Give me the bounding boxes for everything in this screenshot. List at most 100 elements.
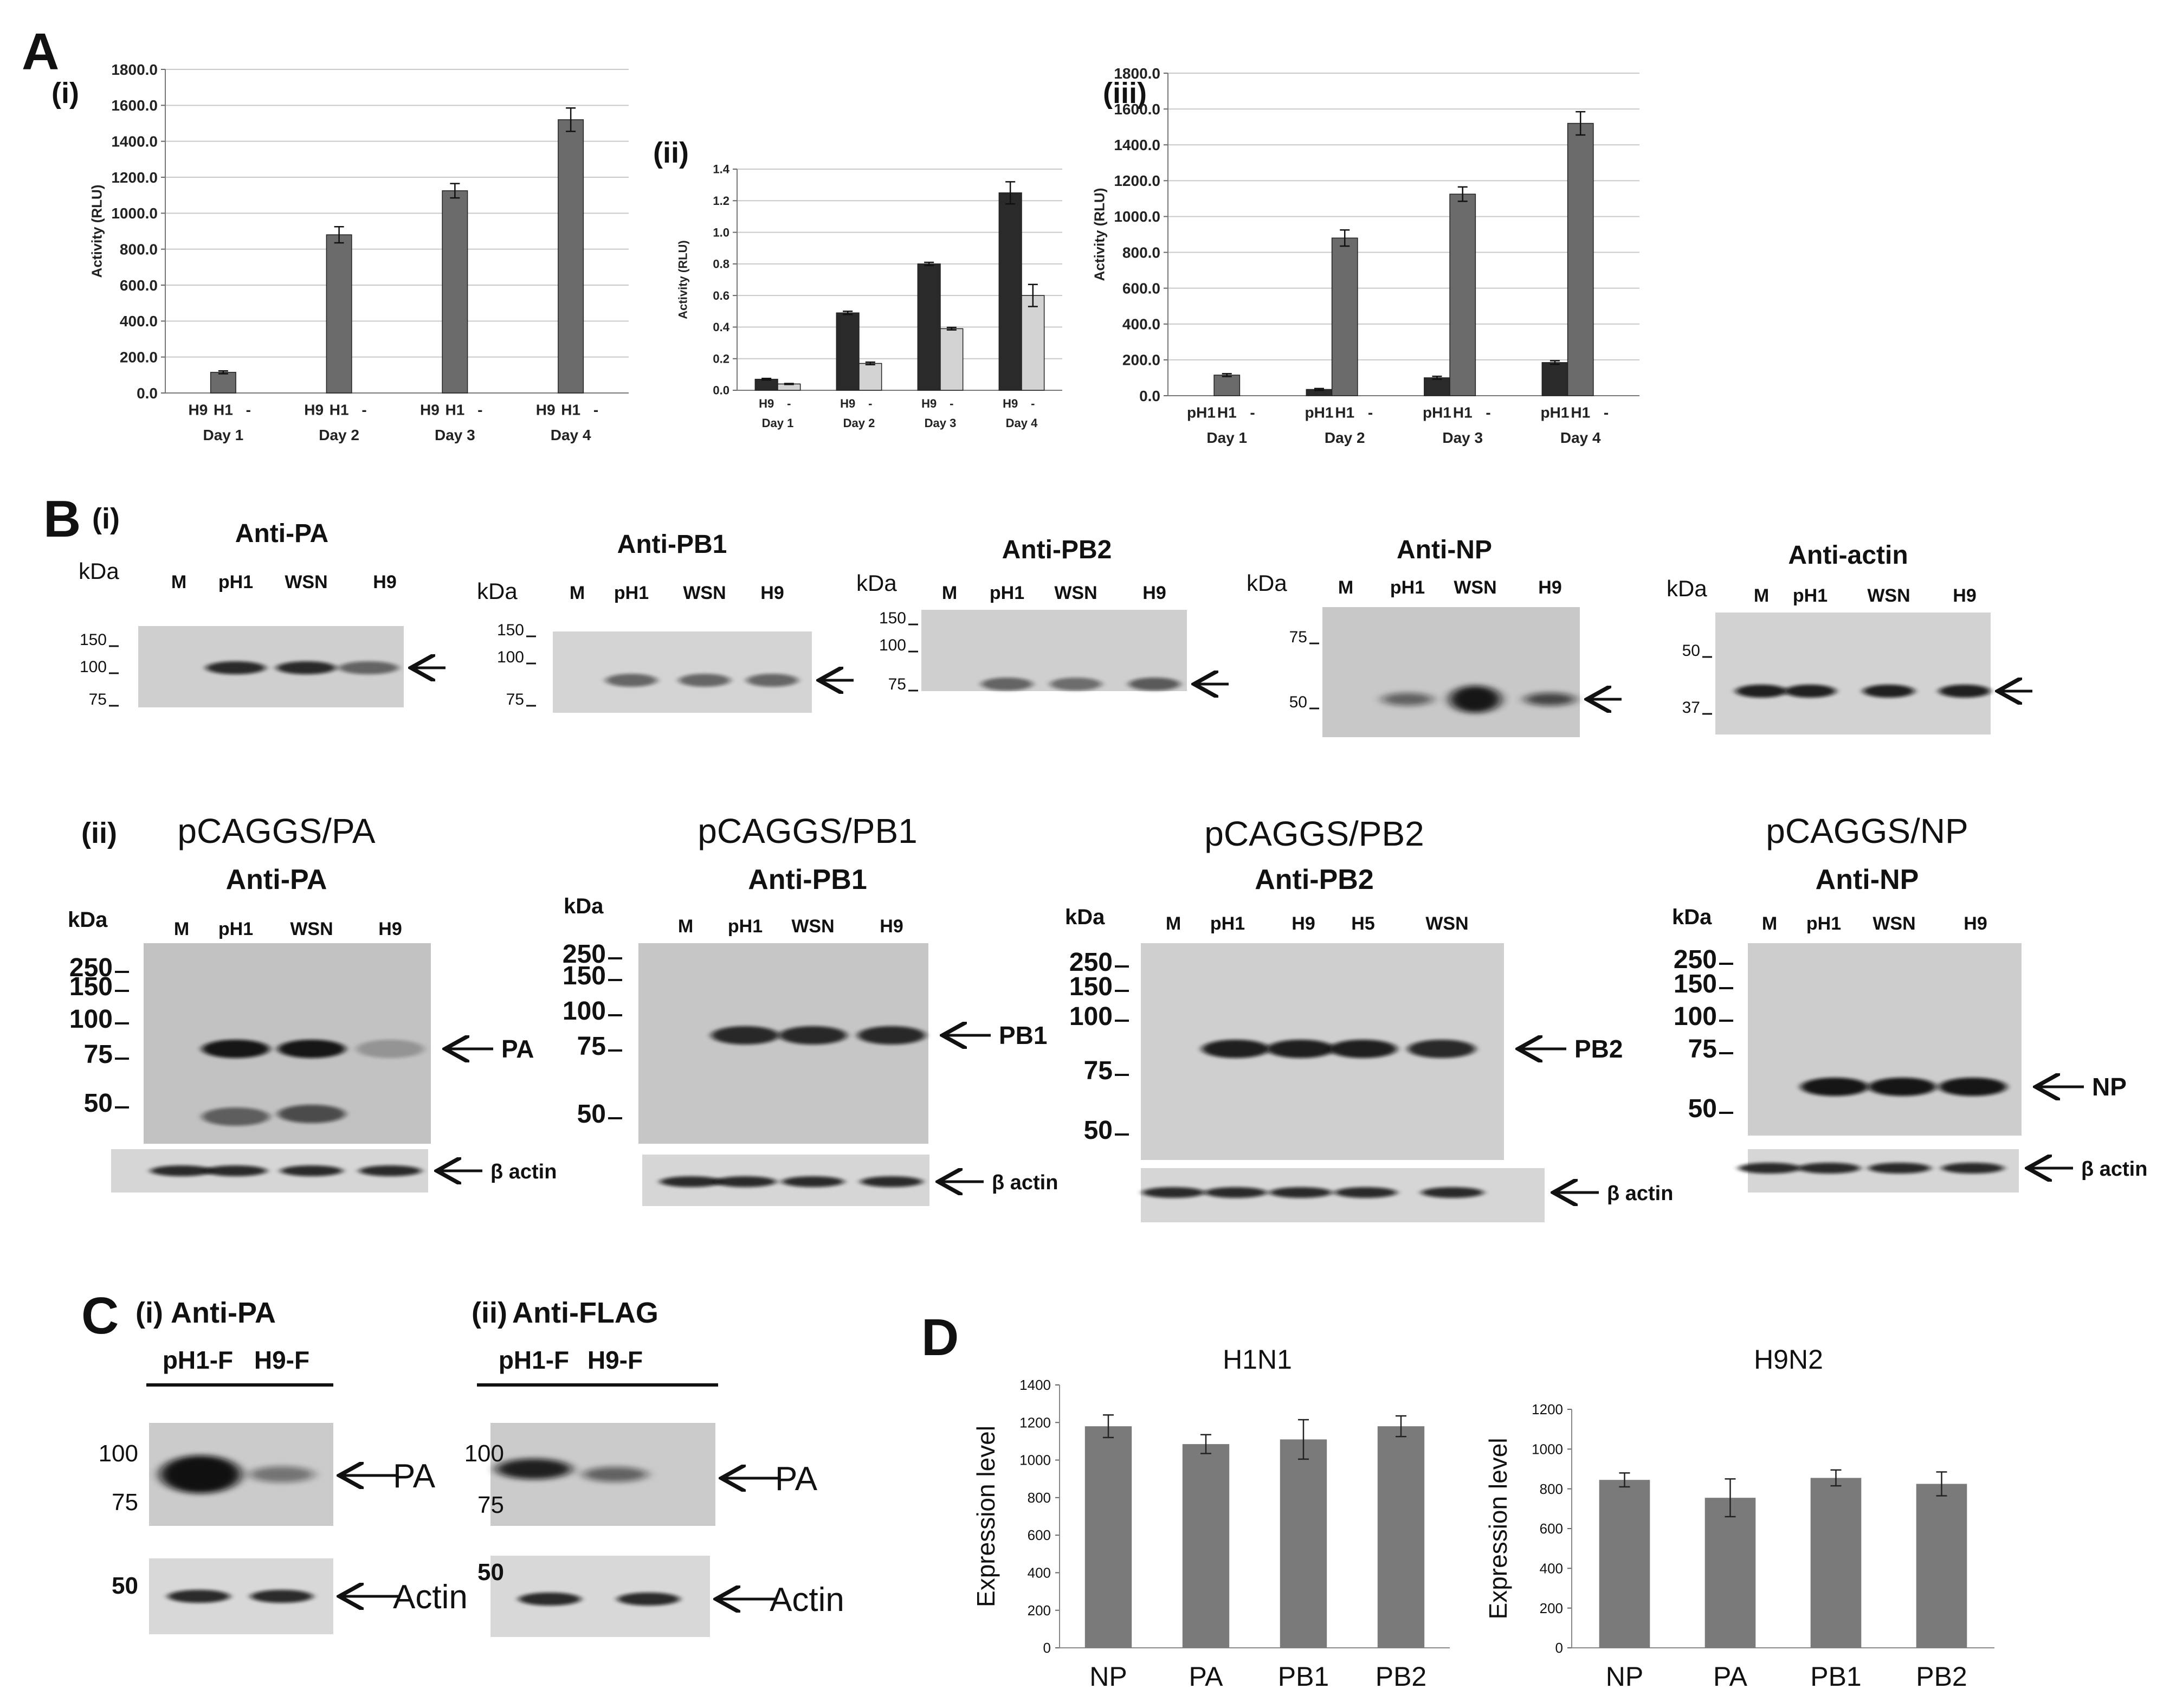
- y-tick-label: 0.8: [713, 257, 729, 271]
- protein-band: [249, 1466, 314, 1483]
- lane-label: pH1: [990, 583, 1024, 603]
- lane-label: H9: [1292, 913, 1315, 934]
- panel-letter-c: C: [81, 1287, 119, 1345]
- bar-label: H9: [536, 402, 556, 418]
- y-tick-label: 1.4: [713, 163, 729, 176]
- bar-label: H1: [1217, 404, 1237, 421]
- marker-label: 75: [577, 1032, 606, 1061]
- marker-label: 75: [1688, 1035, 1717, 1064]
- marker-label: 75: [112, 1489, 138, 1516]
- protein-band: [1128, 678, 1180, 691]
- marker-label: 250: [563, 940, 606, 969]
- y-tick-label: 1800.0: [1114, 65, 1160, 82]
- protein-band: [779, 1026, 847, 1045]
- band-label: PA: [775, 1460, 818, 1498]
- bar-label: -: [246, 402, 251, 418]
- lane-label: WSN: [1425, 913, 1468, 934]
- bar-H9-day-2: [836, 312, 860, 391]
- bar-np: [1084, 1426, 1132, 1648]
- blot-membrane: [1748, 943, 2022, 1136]
- protein-band: [1784, 685, 1836, 698]
- y-tick-label: 1800.0: [111, 61, 158, 78]
- protein-band: [167, 1590, 230, 1603]
- group-label: Day 4: [1560, 429, 1601, 446]
- y-tick-label: 1.2: [713, 194, 729, 208]
- marker-label: 50: [84, 1089, 113, 1118]
- bar-label: H1: [1453, 404, 1473, 421]
- category-label: PB1: [1810, 1661, 1862, 1692]
- y-axis-title: Activity (RLU): [88, 185, 105, 278]
- group-label: Day 2: [319, 427, 359, 443]
- blot-membrane: [553, 631, 812, 713]
- chart-a-ii: 0.0 0.2 0.4 0.6 0.8 1.0 1.2 1.4 Activity (RLU) H9…: [676, 163, 1062, 430]
- protein-band: [1738, 1163, 1801, 1174]
- y-tick-label: 600: [1028, 1527, 1051, 1543]
- protein-band: [1939, 1078, 2007, 1096]
- y-tick-label: 1200.0: [1114, 172, 1160, 189]
- bar---day-2: [858, 363, 882, 391]
- protein-band: [1142, 1187, 1205, 1198]
- marker-label: 50: [112, 1572, 138, 1599]
- y-axis-title: Expression level: [972, 1426, 1000, 1607]
- bar-pb2: [1377, 1426, 1425, 1648]
- y-tick-label: 400.0: [120, 313, 158, 330]
- protein-band: [202, 1040, 270, 1058]
- bar-pb1: [1280, 1439, 1327, 1648]
- protein-band: [860, 1176, 923, 1187]
- lane-label: H9: [760, 583, 784, 603]
- bar-label: -: [1031, 397, 1035, 410]
- bar-H1-day-1: [210, 372, 236, 394]
- blot-title: Anti-PB1: [748, 864, 867, 895]
- bar-label: pH1: [1541, 404, 1570, 421]
- protein-band: [1863, 685, 1915, 698]
- bar-label: H1: [561, 402, 580, 418]
- protein-band: [1939, 685, 1991, 698]
- lane-label: WSN: [1454, 577, 1496, 598]
- blot-title: Anti-actin: [1788, 541, 1908, 570]
- loading-label: β actin: [1607, 1182, 1673, 1205]
- band-label: PA: [501, 1035, 534, 1063]
- bar-pb2: [1916, 1484, 1967, 1648]
- lane-label: M: [1166, 913, 1181, 934]
- bar-label: H9: [189, 402, 208, 418]
- protein-band: [857, 1026, 926, 1045]
- lane-label: pH1: [1390, 577, 1425, 598]
- bar-label: -: [361, 402, 366, 418]
- y-tick-label: 1000: [1019, 1452, 1051, 1468]
- chart-d-h9n2: H9N2 0 200 400 600 800 1000 1200 Expression leve…: [1484, 1344, 1994, 1692]
- protein-band: [1868, 1078, 1936, 1096]
- marker-label: 250: [69, 953, 113, 982]
- bar-label: -: [593, 402, 598, 418]
- bar-H9-day-4: [998, 192, 1022, 391]
- marker-label: 50: [477, 1559, 504, 1585]
- protein-band: [250, 1590, 313, 1603]
- protein-band: [1204, 1187, 1267, 1198]
- group-label: Day 1: [1206, 429, 1247, 446]
- marker-label: 75: [888, 675, 906, 693]
- marker-label: 250: [1674, 945, 1717, 974]
- marker-label: 100: [99, 1440, 138, 1467]
- loading-label: β actin: [2081, 1158, 2147, 1181]
- protein-band: [280, 1165, 343, 1176]
- marker-label: 150: [497, 621, 524, 639]
- group-label: Day 1: [203, 427, 244, 443]
- kda-label: kDa: [68, 908, 108, 932]
- band-label: PB2: [1574, 1035, 1623, 1063]
- y-tick-label: 0: [1555, 1640, 1563, 1656]
- sublabel-c-i: (i): [135, 1297, 163, 1329]
- bar-label: H9: [304, 402, 324, 418]
- marker-label: 150: [879, 609, 906, 627]
- bar-pH1-day-4: [1541, 362, 1568, 396]
- blot-title: Anti-PA: [226, 864, 327, 895]
- sublabel-c-ii: (ii): [472, 1297, 507, 1329]
- protein-band: [150, 1165, 213, 1176]
- bar-H1-day-4: [558, 119, 584, 394]
- lane-label: H9: [1953, 585, 1976, 606]
- y-tick-label: 200: [1540, 1600, 1563, 1616]
- lane-label: pH1: [1793, 585, 1828, 606]
- lane-label: H9: [378, 919, 402, 939]
- marker-label: 100: [464, 1440, 504, 1467]
- bar-H1-day-2: [1331, 237, 1358, 396]
- protein-band: [356, 1040, 424, 1058]
